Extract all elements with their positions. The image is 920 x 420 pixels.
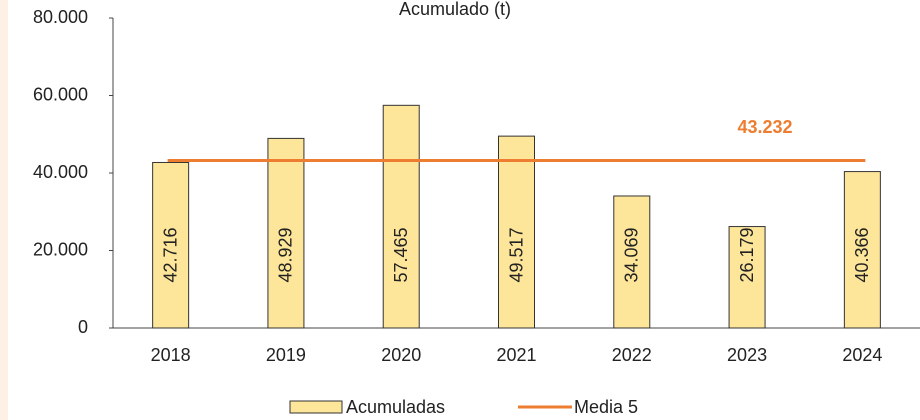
bar bbox=[498, 135, 535, 329]
x-tick-label: 2018 bbox=[151, 345, 191, 365]
bar bbox=[382, 104, 420, 329]
bar-value-label: 34.069 bbox=[622, 227, 642, 282]
x-tick-label: 2022 bbox=[612, 345, 652, 365]
legend-label: Acumuladas bbox=[346, 397, 445, 417]
x-tick-label: 2021 bbox=[496, 345, 536, 365]
bar bbox=[613, 195, 651, 329]
bar bbox=[267, 137, 305, 329]
bar bbox=[843, 171, 881, 329]
bar bbox=[728, 226, 766, 329]
bar-value-label: 48.929 bbox=[276, 227, 296, 282]
bar-value-label: 26.179 bbox=[737, 227, 757, 282]
bar-value-label: 49.517 bbox=[506, 227, 526, 282]
side-strip bbox=[0, 0, 8, 420]
legend-label: Media 5 bbox=[574, 397, 638, 417]
bar-value-label: 42.716 bbox=[160, 227, 180, 282]
x-tick-label: 2024 bbox=[842, 345, 882, 365]
y-tick-label: 20.000 bbox=[33, 239, 88, 259]
average-label: 43.232 bbox=[737, 117, 792, 137]
x-tick-label: 2020 bbox=[381, 345, 421, 365]
x-tick-label: 2023 bbox=[727, 345, 767, 365]
chart-title: Acumulado (t) bbox=[399, 0, 511, 19]
legend-swatch bbox=[289, 400, 343, 414]
bar-value-label: 57.465 bbox=[391, 227, 411, 282]
x-tick-label: 2019 bbox=[266, 345, 306, 365]
y-tick-label: 80.000 bbox=[33, 7, 88, 27]
y-tick-label: 0 bbox=[78, 317, 88, 337]
bar bbox=[152, 161, 190, 329]
y-tick-label: 60.000 bbox=[33, 84, 88, 104]
y-tick-label: 40.000 bbox=[33, 162, 88, 182]
bar-value-label: 40.366 bbox=[852, 227, 872, 282]
